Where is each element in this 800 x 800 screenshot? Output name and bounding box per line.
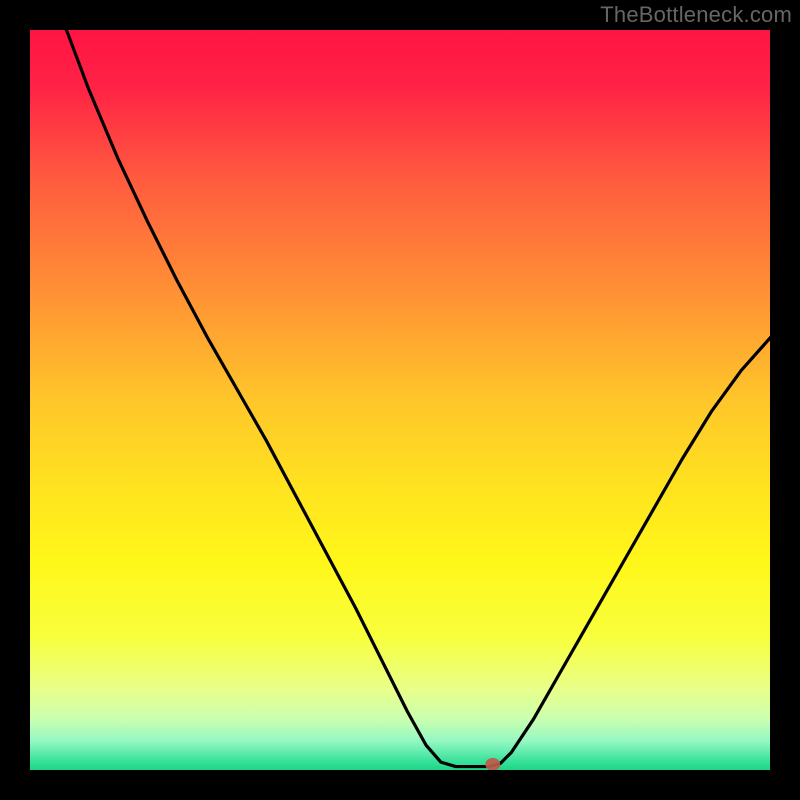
plot-background-gradient: [29, 29, 771, 771]
chart-container: TheBottleneck.com: [0, 0, 800, 800]
bottleneck-chart: [0, 0, 800, 800]
optimum-marker: [485, 758, 500, 771]
watermark-text: TheBottleneck.com: [600, 2, 792, 28]
